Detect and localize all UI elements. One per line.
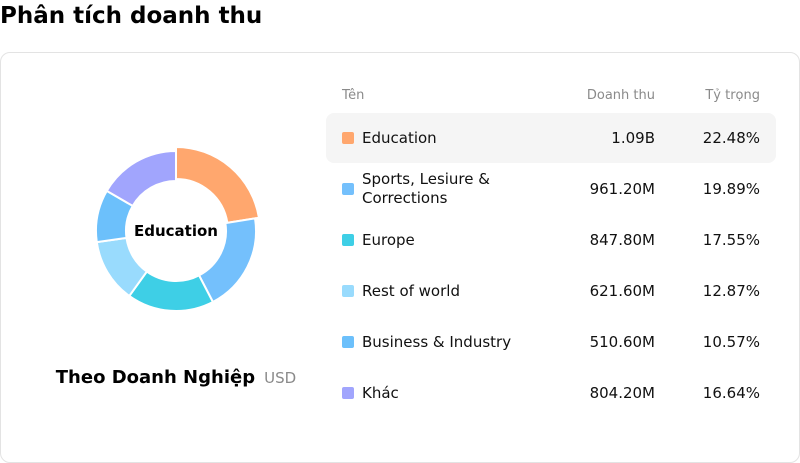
row-revenue: 1.09B [611,129,655,147]
legend-swatch [342,183,354,195]
revenue-card: Education Theo Doanh Nghiệp USD Tên Doan… [0,52,800,463]
column-header-name: Tên [342,88,365,103]
table-row[interactable]: Khác 804.20M 16.64% [326,368,776,418]
table-header: Tên Doanh thu Tỷ trọng [326,88,776,108]
column-header-revenue: Doanh thu [586,88,655,103]
legend-swatch [342,285,354,297]
card-caption-title: Theo Doanh Nghiệp [55,367,256,388]
row-share: 19.89% [702,180,760,198]
donut-svg [95,145,261,312]
donut-slice[interactable] [175,145,261,224]
table-row[interactable]: Sports, Lesiure & Corrections 961.20M 19.8… [326,164,776,214]
row-share: 22.48% [702,129,760,147]
table-row[interactable]: Rest of world 621.60M 12.87% [326,266,776,316]
row-name: Business & Industry [362,332,512,351]
table-row[interactable]: Europe 847.80M 17.55% [326,215,776,265]
row-revenue: 847.80M [589,231,655,249]
legend-swatch [342,336,354,348]
table-row[interactable]: Education 1.09B 22.48% [326,113,776,163]
column-header-share: Tỷ trọng [705,88,760,103]
table-row[interactable]: Business & Industry 510.60M 10.57% [326,317,776,367]
row-name: Sports, Lesiure & Corrections [362,170,490,207]
row-revenue: 621.60M [589,282,655,300]
row-name: Education [362,128,437,147]
card-caption: Theo Doanh Nghiệp USD [1,367,351,388]
donut-chart: Education [81,131,271,331]
page-title: Phân tích doanh thu [0,3,263,29]
donut-center-label: Education [134,222,218,240]
row-revenue: 961.20M [589,180,655,198]
row-share: 16.64% [702,384,760,402]
card-caption-unit: USD [264,369,297,387]
row-revenue: 804.20M [589,384,655,402]
row-share: 17.55% [702,231,760,249]
row-revenue: 510.60M [589,333,655,351]
row-share: 10.57% [702,333,760,351]
donut-slice[interactable] [105,149,177,208]
row-share: 12.87% [702,282,760,300]
row-name: Khác [362,383,399,402]
row-name: Rest of world [362,281,460,300]
legend-swatch [342,132,354,144]
legend-swatch [342,234,354,246]
legend-swatch [342,387,354,399]
row-name: Europe [362,230,415,249]
